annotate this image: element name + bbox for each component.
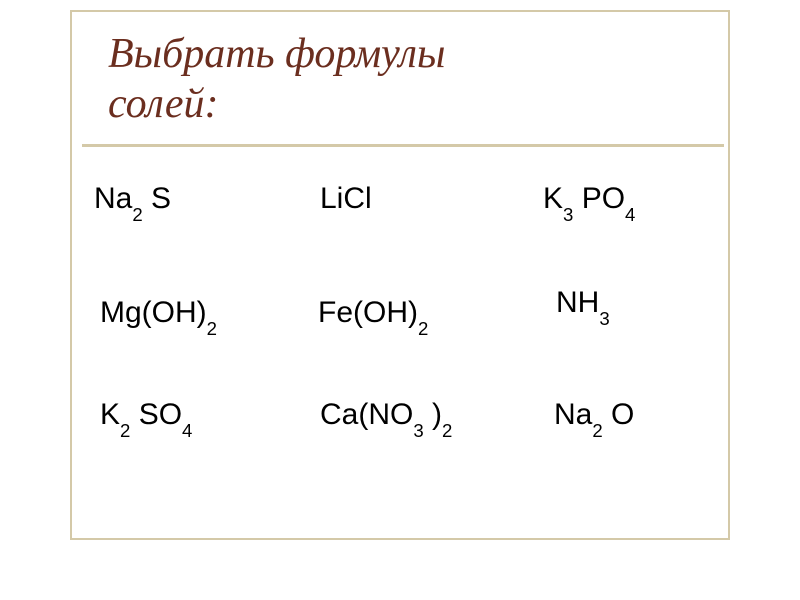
formula-mgoh2: Mg(OH)2: [100, 296, 217, 334]
title-underline: [82, 144, 724, 147]
formula-na2s: Na2 S: [94, 182, 171, 220]
slide-title: Выбрать формулы солей:: [108, 30, 445, 129]
formula-cano32: Ca(NO3 )2: [320, 398, 452, 436]
formula-feoh2: Fe(OH)2: [318, 296, 428, 334]
formula-licl: LiCl: [320, 182, 372, 216]
formula-nh3: NH3: [556, 286, 610, 324]
formula-k2so4: K2 SO4: [100, 398, 192, 436]
formula-k3po4: K3 PO4: [543, 182, 635, 220]
title-line-1: Выбрать формулы: [108, 31, 445, 77]
formula-na2o: Na2 O: [554, 398, 634, 436]
title-line-2: солей:: [108, 81, 219, 127]
